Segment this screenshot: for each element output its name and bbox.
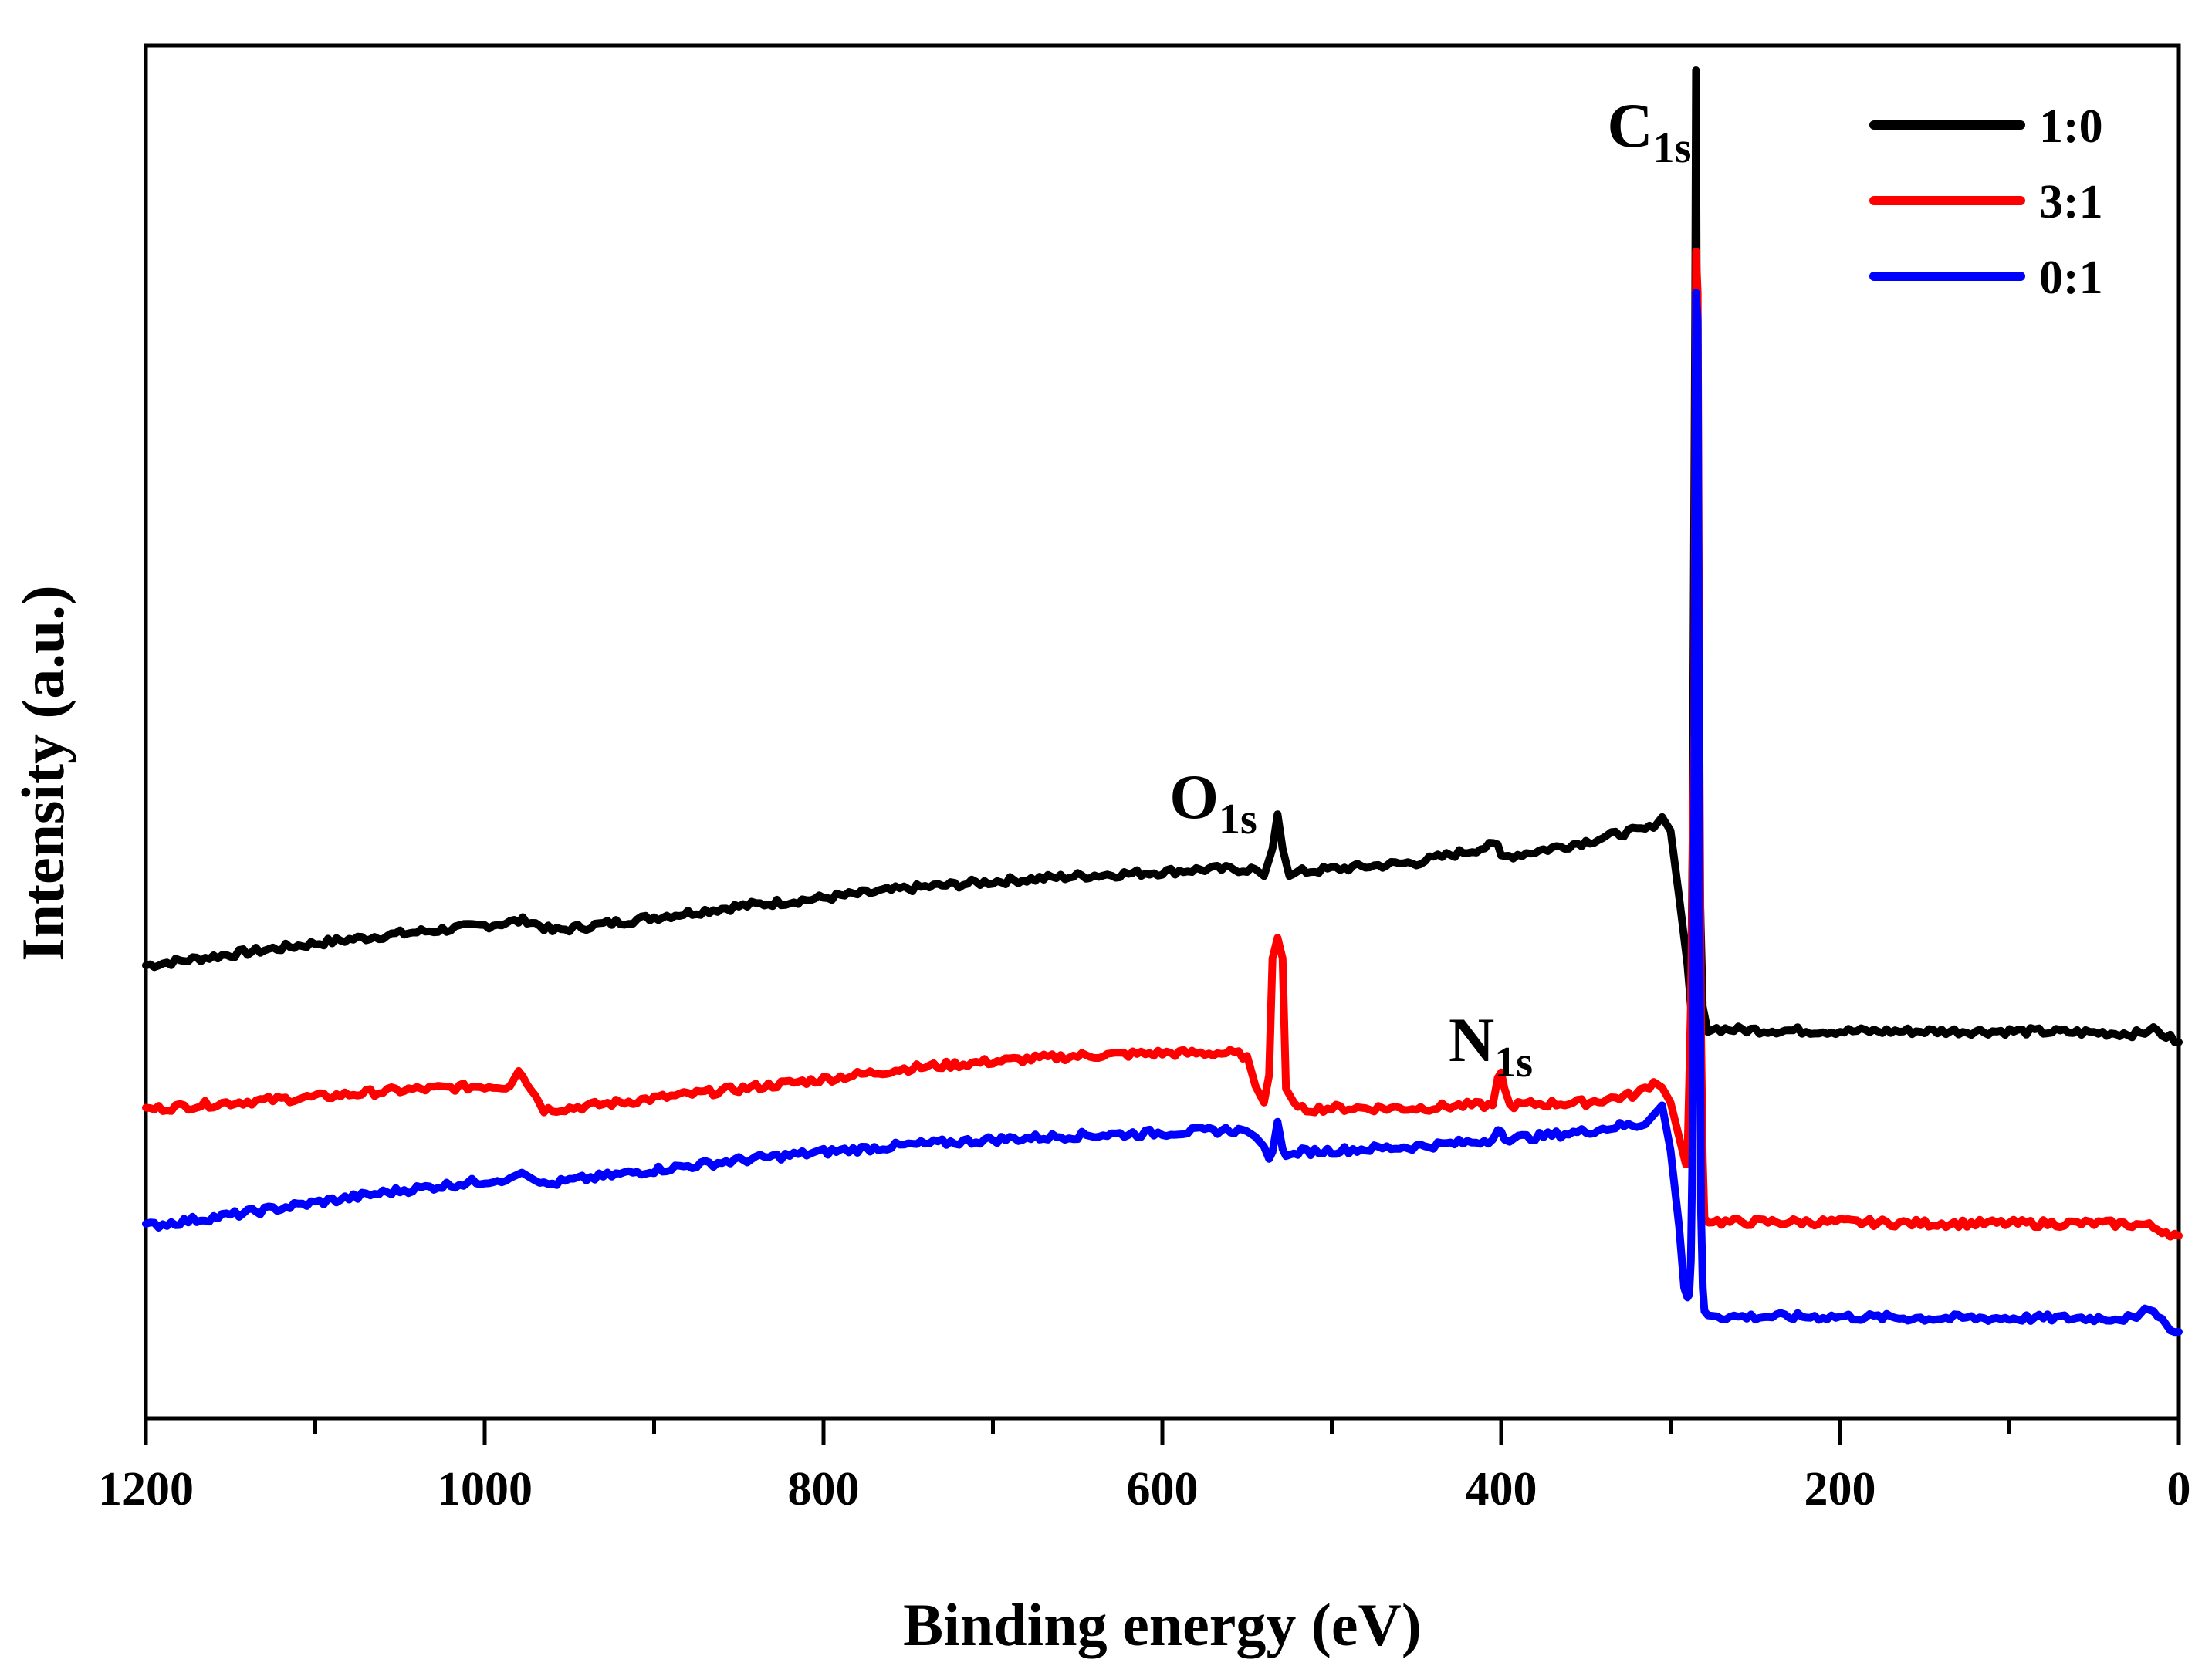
x-tick-label: 800 bbox=[788, 1463, 860, 1516]
x-tick-label: 1000 bbox=[437, 1463, 533, 1516]
x-tick-label: 400 bbox=[1466, 1463, 1537, 1516]
peak-label-subscript: 1s bbox=[1494, 1039, 1533, 1086]
series-line-1 bbox=[142, 66, 2183, 1046]
peak-label-subscript: 1s bbox=[1219, 796, 1257, 843]
series-line-2 bbox=[142, 247, 2183, 1241]
series-line-3 bbox=[142, 289, 2183, 1337]
ticks-layer: 1200 1000 800 600 400 200 0 bbox=[98, 1418, 2191, 1516]
x-tick-label: 0 bbox=[2167, 1463, 2191, 1516]
x-tick-label: 600 bbox=[1127, 1463, 1199, 1516]
legend: 1:0 3:1 0:1 bbox=[1869, 100, 2103, 304]
legend-label-3: 0:1 bbox=[2039, 252, 2103, 304]
x-tick-label: 1200 bbox=[98, 1463, 194, 1516]
peak-label-subscript: 1s bbox=[1653, 124, 1692, 172]
y-axis-title: Intensity (a.u.) bbox=[9, 585, 76, 961]
legend-label-1: 1:0 bbox=[2039, 100, 2103, 153]
legend-label-2: 3:1 bbox=[2039, 176, 2103, 228]
x-axis-title: Binding energy (eV) bbox=[903, 1591, 1422, 1658]
x-tick-label: 200 bbox=[1804, 1463, 1876, 1516]
series-layer bbox=[142, 66, 2183, 1337]
